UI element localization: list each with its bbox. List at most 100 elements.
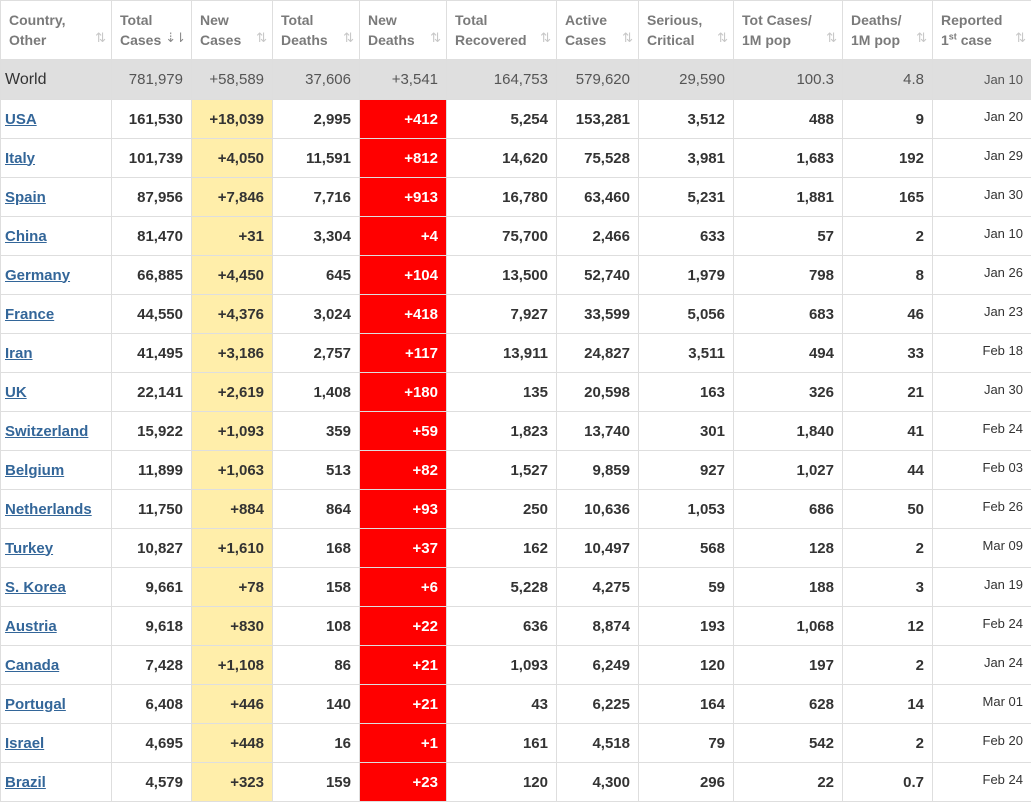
- sort-icon[interactable]: ⇅: [717, 28, 727, 48]
- sort-icon[interactable]: ⇅: [826, 28, 836, 48]
- new-deaths-cell: +93: [360, 490, 447, 529]
- country-link[interactable]: Belgium: [5, 462, 64, 479]
- cases-per-1m-cell: 628: [734, 685, 843, 724]
- country-link[interactable]: Israel: [5, 735, 44, 752]
- deaths-per-1m-cell: 33: [843, 334, 933, 373]
- header-label-line1: New: [200, 10, 264, 30]
- deaths-per-1m-cell: 21: [843, 373, 933, 412]
- new-deaths-cell: +412: [360, 100, 447, 139]
- country-link[interactable]: Turkey: [5, 540, 53, 557]
- country-link[interactable]: Iran: [5, 345, 33, 362]
- header-label-line2: 1M pop: [742, 30, 834, 50]
- country-link[interactable]: China: [5, 228, 47, 245]
- cases-per-1m-cell: 683: [734, 295, 843, 334]
- sort-icon[interactable]: ⇅: [1015, 28, 1025, 48]
- new-deaths-cell: +82: [360, 451, 447, 490]
- country-link[interactable]: Austria: [5, 618, 57, 635]
- column-header-deaths-per-1m[interactable]: Deaths/1M pop⇅: [843, 1, 933, 60]
- country-cell: Canada: [1, 646, 112, 685]
- new-cases-cell: +4,450: [192, 256, 273, 295]
- active-cases-cell: 2,466: [557, 217, 639, 256]
- country-link[interactable]: Italy: [5, 150, 35, 167]
- total-recovered-cell: 1,823: [447, 412, 557, 451]
- total-deaths-cell: 864: [273, 490, 360, 529]
- serious-critical-cell: 120: [639, 646, 734, 685]
- total-cases-cell: 87,956: [112, 178, 192, 217]
- sort-icon[interactable]: ⇅: [95, 28, 105, 48]
- header-label-line2: 1M pop: [851, 30, 924, 50]
- country-link[interactable]: Switzerland: [5, 423, 88, 440]
- total-cases-cell: 10,827: [112, 529, 192, 568]
- header-label-line2: Critical: [647, 30, 725, 50]
- total-deaths-cell: 11,591: [273, 139, 360, 178]
- serious-critical-cell: 3,511: [639, 334, 734, 373]
- country-link[interactable]: Germany: [5, 267, 70, 284]
- new-deaths-cell: +180: [360, 373, 447, 412]
- deaths-per-1m-cell: 41: [843, 412, 933, 451]
- total-recovered-cell: 5,228: [447, 568, 557, 607]
- country-link[interactable]: Canada: [5, 657, 59, 674]
- new-cases-cell: +78: [192, 568, 273, 607]
- cases-per-1m-cell: 1,840: [734, 412, 843, 451]
- new-cases-cell: +4,050: [192, 139, 273, 178]
- sort-icon[interactable]: ⇅: [256, 28, 266, 48]
- header-label-line2: Cases: [200, 30, 264, 50]
- country-link[interactable]: France: [5, 306, 54, 323]
- serious-critical-cell: 633: [639, 217, 734, 256]
- sort-desc-icon[interactable]: ⇣⇂: [165, 28, 185, 48]
- total-deaths-cell: 3,024: [273, 295, 360, 334]
- country-cell: Germany: [1, 256, 112, 295]
- column-header-tot-cases-per-1m[interactable]: Tot Cases/1M pop⇅: [734, 1, 843, 60]
- cases-per-1m-cell: 542: [734, 724, 843, 763]
- sort-icon[interactable]: ⇅: [430, 28, 440, 48]
- sort-icon[interactable]: ⇅: [622, 28, 632, 48]
- reported-first-case-cell: Jan 24: [933, 646, 1031, 685]
- sort-icon[interactable]: ⇅: [540, 28, 550, 48]
- reported-first-case-cell: Feb 24: [933, 607, 1031, 646]
- active-cases-cell: 63,460: [557, 178, 639, 217]
- active-cases-cell: 33,599: [557, 295, 639, 334]
- cases-per-1m-cell: 1,068: [734, 607, 843, 646]
- total-deaths-cell: 2,757: [273, 334, 360, 373]
- header-label-line1: Total: [455, 10, 548, 30]
- country-link[interactable]: USA: [5, 111, 37, 128]
- header-label-line2: Deaths: [368, 30, 438, 50]
- column-header-serious-critical[interactable]: Serious,Critical⇅: [639, 1, 734, 60]
- country-cell: S. Korea: [1, 568, 112, 607]
- reported-first-case-cell: Jan 30: [933, 373, 1031, 412]
- sort-icon[interactable]: ⇅: [916, 28, 926, 48]
- total-cases-cell: 6,408: [112, 685, 192, 724]
- deaths-per-1m-cell: 44: [843, 451, 933, 490]
- new-deaths-cell: +23: [360, 763, 447, 802]
- country-cell: Spain: [1, 178, 112, 217]
- total-recovered-cell: 636: [447, 607, 557, 646]
- deaths-per-1m-cell: 14: [843, 685, 933, 724]
- country-link[interactable]: Spain: [5, 189, 46, 206]
- reported-first-case-cell: Jan 20: [933, 100, 1031, 139]
- deaths-per-1m-cell: 3: [843, 568, 933, 607]
- country-link[interactable]: S. Korea: [5, 579, 66, 596]
- total-recovered-cell: 13,500: [447, 256, 557, 295]
- header-label-line2: Cases: [565, 30, 630, 50]
- total-deaths-cell: 513: [273, 451, 360, 490]
- country-cell: USA: [1, 100, 112, 139]
- country-link[interactable]: Netherlands: [5, 501, 92, 518]
- total-recovered-cell: 5,254: [447, 100, 557, 139]
- serious-critical-cell: 927: [639, 451, 734, 490]
- total-cases-cell: 101,739: [112, 139, 192, 178]
- world-row: World 781,979 +58,589 37,606 +3,541 164,…: [1, 60, 1031, 100]
- sort-icon[interactable]: ⇅: [343, 28, 353, 48]
- country-link[interactable]: Portugal: [5, 696, 66, 713]
- country-link[interactable]: Brazil: [5, 774, 46, 791]
- column-header-country[interactable]: Country,Other⇅: [1, 1, 112, 60]
- country-link[interactable]: UK: [5, 384, 27, 401]
